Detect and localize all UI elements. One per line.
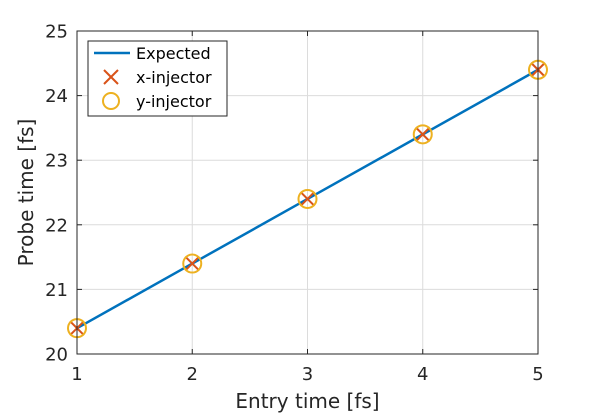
legend-label-x-injector: x-injector bbox=[136, 68, 212, 87]
y-tick-label-3: 23 bbox=[45, 151, 68, 172]
legend-label-expected: Expected bbox=[136, 44, 211, 63]
y-axis-title: Probe time [fs] bbox=[14, 119, 38, 267]
x-marker-stroke-b bbox=[184, 255, 200, 272]
series-point-y-injector-1 bbox=[182, 253, 203, 274]
x-tick-label-3: 4 bbox=[417, 364, 428, 385]
series-point-y-injector-3 bbox=[412, 124, 433, 145]
y-tick-label-2: 22 bbox=[45, 215, 68, 236]
series-point-x-injector-1 bbox=[184, 255, 200, 272]
x-axis-title: Entry time [fs] bbox=[235, 389, 379, 413]
x-tick-label-1: 2 bbox=[187, 364, 198, 385]
x-marker-stroke-b bbox=[415, 126, 431, 143]
y-tick-label-0: 20 bbox=[45, 345, 68, 366]
legend-swatch-x-injector bbox=[103, 69, 119, 85]
y-tick-label-5: 25 bbox=[45, 22, 68, 43]
legend-label-y-injector: y-injector bbox=[136, 92, 212, 111]
x-tick-label-0: 1 bbox=[71, 364, 82, 385]
x-tick-label-2: 3 bbox=[302, 364, 313, 385]
series-point-x-injector-2 bbox=[299, 191, 316, 207]
series-point-y-injector-2 bbox=[297, 188, 318, 209]
y-tick-label-4: 24 bbox=[45, 86, 68, 107]
legend-swatch-y-injector bbox=[102, 92, 120, 110]
x-tick-label-4: 5 bbox=[532, 364, 543, 385]
legend: Expected x-injector y-injector bbox=[87, 40, 228, 117]
y-tick-label-1: 21 bbox=[45, 280, 68, 301]
x-marker-stroke-b bbox=[299, 191, 316, 207]
ticks bbox=[76, 30, 539, 355]
series-point-x-injector-3 bbox=[415, 126, 431, 143]
